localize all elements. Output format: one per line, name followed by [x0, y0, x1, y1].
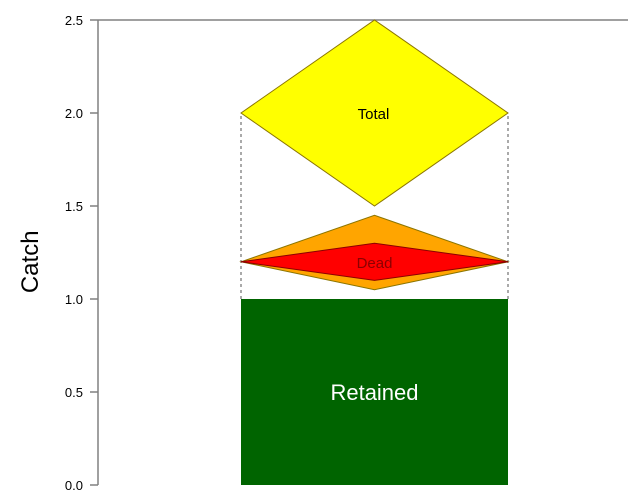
y-tick-label: 1.0 — [65, 292, 83, 307]
y-tick-label: 2.5 — [65, 13, 83, 28]
y-axis-label: Catch — [17, 230, 44, 293]
axes: 0.0 0.5 1.0 1.5 2.0 2.5 Catch — [17, 13, 628, 493]
dead-inner-diamond — [240, 242, 509, 281]
total-diamond — [240, 19, 509, 207]
y-tick-label: 1.5 — [65, 199, 83, 214]
y-tick-label: 2.0 — [65, 106, 83, 121]
y-tick-label: 0.0 — [65, 478, 83, 493]
dead-label: Dead — [357, 255, 393, 272]
retained-label: Retained — [330, 380, 418, 405]
retained-bar — [241, 299, 508, 485]
total-label: Total — [358, 106, 390, 123]
chart-marks: Retained Dead Total — [239, 19, 510, 485]
y-tick-label: 0.5 — [65, 385, 83, 400]
